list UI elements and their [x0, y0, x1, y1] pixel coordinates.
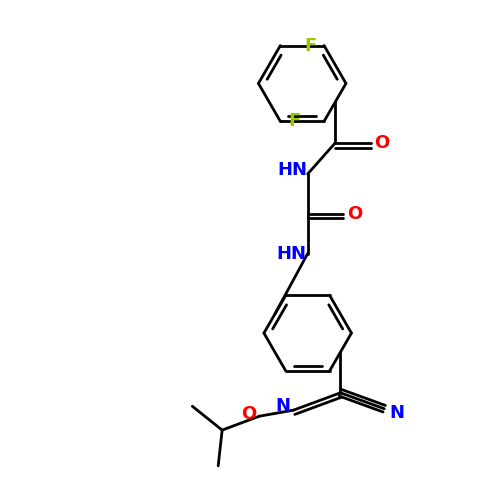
Text: O: O	[347, 205, 362, 223]
Text: HN: HN	[278, 161, 308, 179]
Text: O: O	[374, 134, 390, 152]
Text: HN: HN	[277, 244, 307, 262]
Text: O: O	[241, 405, 256, 423]
Text: N: N	[276, 397, 291, 415]
Text: F: F	[304, 36, 316, 54]
Text: F: F	[288, 112, 300, 130]
Text: N: N	[389, 404, 404, 421]
